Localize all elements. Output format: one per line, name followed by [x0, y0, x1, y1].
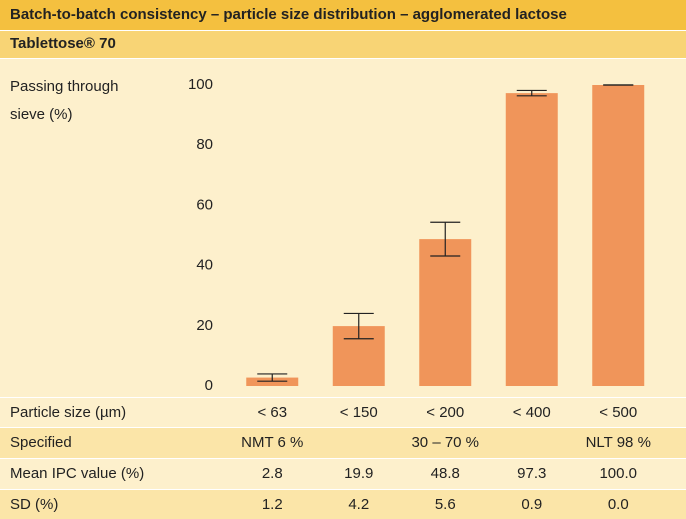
y-tick-label: 60: [196, 196, 213, 213]
bar: [419, 239, 472, 386]
row-band: [0, 398, 686, 427]
y-tick-label: 40: [196, 257, 213, 274]
row-label: SD (%): [10, 496, 58, 513]
y-axis-label: sieve (%): [10, 106, 73, 123]
table-cell: 2.8: [262, 465, 283, 482]
y-axis-label: Passing through: [10, 78, 118, 95]
row-band: [0, 490, 686, 519]
row-label: Mean IPC value (%): [10, 465, 144, 482]
table-cell: 0.9: [521, 496, 542, 513]
table-cell: NMT 6 %: [241, 434, 303, 451]
row-band: [0, 428, 686, 458]
table-cell: 4.2: [348, 496, 369, 513]
table-cell: 30 – 70 %: [411, 434, 479, 451]
table-cell: 1.2: [262, 496, 283, 513]
bar: [505, 93, 558, 386]
x-tick-label: < 63: [257, 404, 287, 421]
y-tick-label: 20: [196, 317, 213, 334]
x-tick-label: < 150: [340, 404, 378, 421]
table-cell: 100.0: [599, 465, 637, 482]
table-cell: NLT 98 %: [586, 434, 651, 451]
y-tick-label: 0: [205, 377, 213, 394]
row-band: [0, 459, 686, 489]
row-label: Specified: [10, 434, 72, 451]
x-tick-label: < 200: [426, 404, 464, 421]
bar: [592, 85, 645, 386]
chart-title: Batch-to-batch consistency – particle si…: [10, 6, 567, 23]
title-band: [0, 0, 686, 30]
table-cell: 5.6: [435, 496, 456, 513]
bar: [246, 377, 299, 386]
subtitle-band: [0, 31, 686, 58]
x-axis-label: Particle size (µm): [10, 404, 126, 421]
table-cell: 0.0: [608, 496, 629, 513]
table-cell: 19.9: [344, 465, 373, 482]
y-tick-label: 100: [188, 76, 213, 93]
table-cell: 97.3: [517, 465, 546, 482]
chart-subtitle: Tablettose® 70: [10, 35, 116, 52]
table-cell: 48.8: [431, 465, 460, 482]
x-tick-label: < 400: [513, 404, 551, 421]
y-tick-label: 80: [196, 136, 213, 153]
x-tick-label: < 500: [599, 404, 637, 421]
